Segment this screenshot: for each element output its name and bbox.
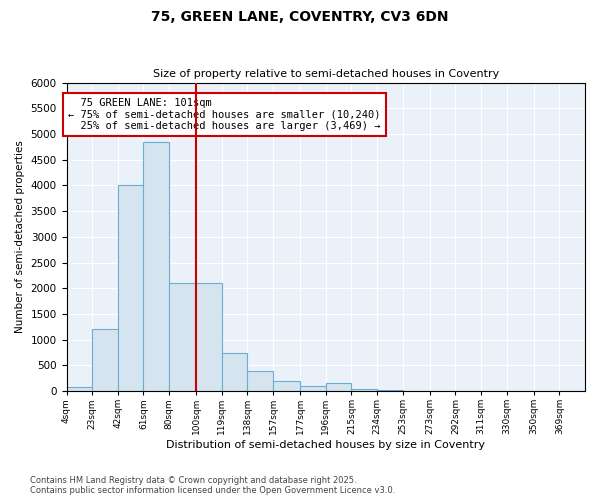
Bar — [377, 390, 403, 391]
Bar — [273, 381, 300, 391]
Bar — [169, 283, 196, 391]
Bar — [326, 384, 352, 391]
Bar — [67, 387, 92, 391]
Bar — [92, 330, 118, 391]
Text: Contains HM Land Registry data © Crown copyright and database right 2025.
Contai: Contains HM Land Registry data © Crown c… — [30, 476, 395, 495]
Bar — [118, 186, 143, 391]
Bar — [196, 283, 222, 391]
Text: 75 GREEN LANE: 101sqm
← 75% of semi-detached houses are smaller (10,240)
  25% o: 75 GREEN LANE: 101sqm ← 75% of semi-deta… — [68, 98, 380, 131]
Title: Size of property relative to semi-detached houses in Coventry: Size of property relative to semi-detach… — [152, 69, 499, 79]
Bar — [143, 142, 169, 391]
Bar — [300, 386, 326, 391]
Bar — [222, 352, 247, 391]
Bar — [352, 389, 377, 391]
Y-axis label: Number of semi-detached properties: Number of semi-detached properties — [15, 140, 25, 334]
Text: 75, GREEN LANE, COVENTRY, CV3 6DN: 75, GREEN LANE, COVENTRY, CV3 6DN — [151, 10, 449, 24]
X-axis label: Distribution of semi-detached houses by size in Coventry: Distribution of semi-detached houses by … — [166, 440, 485, 450]
Bar — [247, 370, 273, 391]
